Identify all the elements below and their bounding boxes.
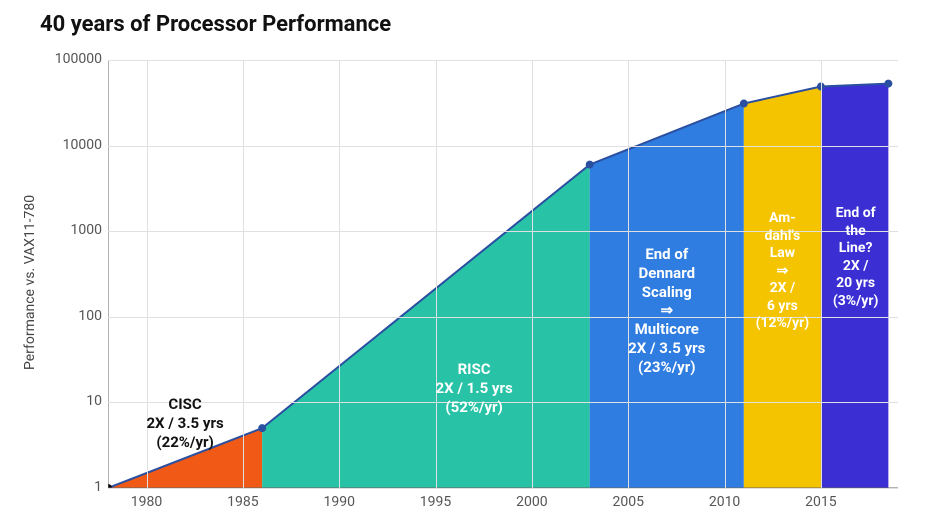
- y-tick-label: 1: [42, 479, 102, 495]
- gridline-h: [108, 60, 898, 61]
- x-tick-label: 1980: [127, 494, 167, 510]
- x-tick-label: 2015: [801, 494, 841, 510]
- x-tick-label: 2005: [608, 494, 648, 510]
- gridline-v: [532, 60, 533, 488]
- region-label-endofline: End of the Line? 2X / 20 yrs (3%/yr): [796, 205, 916, 310]
- x-tick-label: 1985: [223, 494, 263, 510]
- gridline-h: [108, 488, 898, 489]
- data-point: [258, 424, 266, 432]
- x-tick-label: 1995: [416, 494, 456, 510]
- data-point: [740, 100, 748, 108]
- y-axis-label: Performance vs. VAX11-780: [22, 195, 38, 370]
- region-label-dennard: End of Dennard Scaling ⇒ Multicore 2X / …: [607, 245, 727, 376]
- gridline-h: [108, 146, 898, 147]
- y-tick-label: 10: [42, 393, 102, 409]
- gridline-v: [339, 60, 340, 488]
- x-tick-label: 2010: [705, 494, 745, 510]
- data-point: [884, 80, 892, 88]
- y-tick-label: 100000: [42, 51, 102, 67]
- data-point: [586, 161, 594, 169]
- y-tick-label: 100: [42, 308, 102, 324]
- x-tick-label: 2000: [512, 494, 552, 510]
- y-tick-label: 10000: [42, 137, 102, 153]
- region-label-risc: RISC 2X / 1.5 yrs (52%/yr): [414, 360, 534, 416]
- y-tick-label: 1000: [42, 222, 102, 238]
- region-risc: [262, 165, 590, 488]
- x-tick-label: 1990: [319, 494, 359, 510]
- chart-title: 40 years of Processor Performance: [40, 12, 391, 37]
- region-label-cisc: CISC 2X / 3.5 yrs (22%/yr): [125, 395, 245, 451]
- gridline-v: [436, 60, 437, 488]
